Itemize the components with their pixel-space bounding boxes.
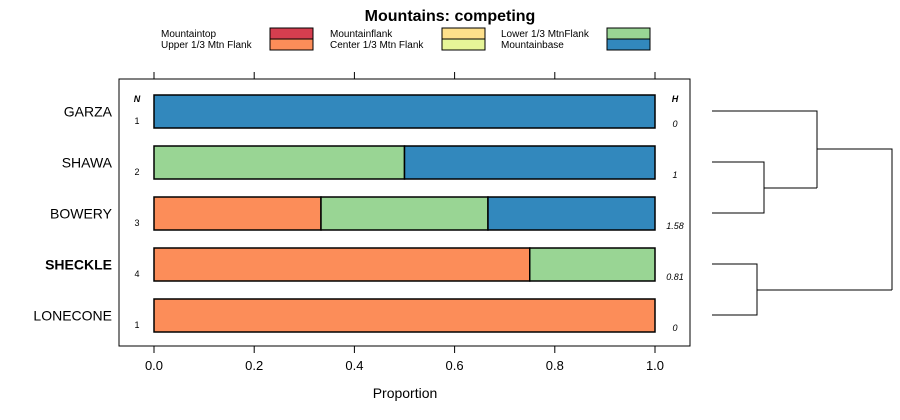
x-tick-label: 0.2 (245, 358, 263, 373)
row-h: 1.58 (666, 221, 684, 231)
legend-swatch (606, 38, 651, 51)
bar-segment (320, 196, 489, 231)
dendro-root (817, 148, 893, 290)
row-n: 2 (134, 167, 139, 177)
legend-swatch (606, 27, 651, 40)
legend-label: Mountainflank (330, 29, 393, 40)
h-header: H (672, 94, 679, 104)
legend-swatch (269, 27, 314, 40)
row-n: 1 (134, 116, 139, 126)
dendro-garza (712, 110, 818, 188)
legend-swatch (441, 38, 486, 51)
legend-swatch (269, 38, 314, 51)
row-h: 0 (672, 323, 677, 333)
row-h: 0.81 (666, 272, 684, 282)
bar-segment (153, 247, 531, 282)
legend-swatch (441, 27, 486, 40)
row-label: SHECKLE (45, 257, 112, 273)
row-label: BOWERY (50, 206, 113, 222)
n-header: N (134, 94, 141, 104)
row-h: 1 (672, 170, 677, 180)
dendro-sheckle-lonecone (712, 263, 892, 316)
bar-segment (487, 196, 656, 231)
row-n: 1 (134, 320, 139, 330)
x-axis: 0.0 0.2 0.4 0.6 0.8 1.0 (145, 72, 664, 373)
x-tick-label: 0.6 (446, 358, 464, 373)
legend-label: Mountaintop (161, 29, 216, 40)
row-label: LONECONE (33, 308, 112, 324)
row-n: 3 (134, 218, 139, 228)
legend-label: Mountainbase (501, 40, 564, 51)
bar-segment (153, 298, 656, 333)
chart-title: Mountains: competing (365, 8, 536, 25)
plot-frame (118, 78, 691, 347)
bar-segment (529, 247, 656, 282)
bar-segment (153, 145, 406, 180)
legend-label: Upper 1/3 Mtn Flank (161, 40, 253, 51)
x-tick-label: 0.0 (145, 358, 163, 373)
row-h: 0 (672, 119, 677, 129)
dendrogram (712, 110, 893, 316)
bars: GARZA 1 0 SHAWA 2 1 BOWERY 3 1.58 SHECKLE 4 0.81 LON… (33, 94, 684, 333)
bar-segment (153, 94, 656, 129)
x-tick-label: 0.4 (345, 358, 363, 373)
x-tick-label: 1.0 (646, 358, 664, 373)
bar-segment (403, 145, 656, 180)
dendro-shawa-bowery (712, 161, 817, 214)
bar-segment (153, 196, 322, 231)
legend-label: Center 1/3 Mtn Flank (330, 40, 424, 51)
x-axis-label: Proportion (373, 385, 438, 401)
row-label: GARZA (64, 104, 113, 120)
row-label: SHAWA (62, 155, 113, 171)
x-tick-label: 0.8 (546, 358, 564, 373)
legend-label: Lower 1/3 MtnFlank (501, 29, 590, 40)
row-n: 4 (134, 269, 139, 279)
